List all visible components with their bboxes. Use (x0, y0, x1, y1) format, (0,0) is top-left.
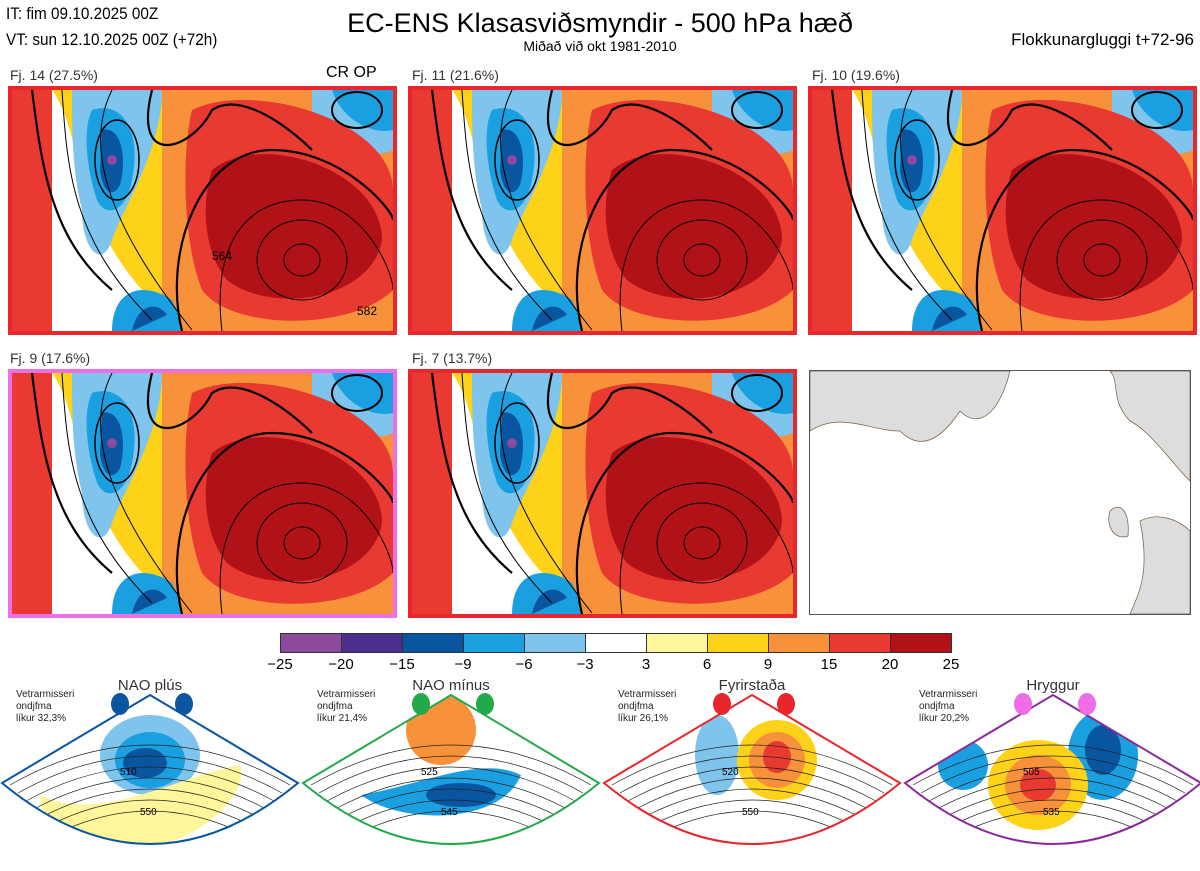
colorbar-tick: 20 (881, 656, 899, 673)
regime-marker-icon (175, 693, 193, 715)
colorbar-tick: −25 (267, 656, 293, 673)
panel-label: Fj. 14 (27.5%) (10, 67, 98, 83)
initial-time: IT: fim 09.10.2025 00Z (6, 4, 159, 23)
contour-label: 560 (1063, 847, 1080, 858)
colorbar-bin (281, 634, 342, 652)
colorbar-bin (525, 634, 586, 652)
colorbar-tick: 25 (942, 656, 960, 673)
probability-label: líkur 26,1% (618, 713, 669, 724)
contour-label: 505 (1023, 767, 1040, 778)
months-label: ondjfma (618, 701, 654, 712)
colorbar-bin (403, 634, 464, 652)
contour-label: 510 (120, 767, 137, 778)
contour-label: 565 (461, 847, 478, 858)
anomaly-colorbar (280, 633, 952, 653)
classification-window: Flokkunargluggi t+72-96 (1011, 30, 1194, 49)
regime-marker-icon (777, 693, 795, 715)
regime-4: 505 535 560 Hryggur Vetrarmisseri ondjfma lí… (903, 675, 1200, 871)
valid-time: VT: sun 12.10.2025 00Z (+72h) (6, 30, 218, 49)
colorbar-tick: 6 (702, 656, 712, 673)
cluster-map-11 (408, 86, 797, 335)
regime-marker-icon (476, 693, 494, 715)
panel-label: Fj. 9 (17.6%) (10, 350, 91, 366)
probability-label: líkur 32,3% (16, 713, 67, 724)
base-map (809, 370, 1191, 615)
colorbar-tick: −3 (576, 656, 594, 673)
cluster-map-14: 546564582 (8, 86, 397, 335)
probability-label: líkur 21,4% (317, 713, 368, 724)
regime-note: Vetrarmisseri ondjfma líkur 20,2% (919, 689, 977, 725)
colorbar-tick: 15 (820, 656, 838, 673)
contour-label: 564 (212, 249, 232, 263)
regime-marker-icon (1014, 693, 1032, 715)
regime-title: NAO mínus (412, 677, 490, 694)
contour-label: 545 (441, 807, 458, 818)
colorbar-bin (830, 634, 891, 652)
regime-3: 520 550 560 Fyrirstaða Vetrarmisseri ondjfm… (602, 675, 902, 871)
contour-label: 582 (357, 304, 377, 318)
months-label: ondjfma (317, 701, 353, 712)
season-label: Vetrarmisseri (618, 689, 677, 700)
panel-label: Fj. 7 (13.7%) (412, 350, 493, 366)
months-label: ondjfma (16, 701, 52, 712)
regime-1: 510 550 NAO plús Vetrarmisseri ondjfma líku… (0, 675, 300, 871)
page-subtitle: Miðað við okt 1981-2010 (523, 38, 677, 54)
colorbar-bin (586, 634, 647, 652)
colorbar-tick: −15 (389, 656, 415, 673)
colorbar-tick: −6 (515, 656, 533, 673)
colorbar-bin (891, 634, 951, 652)
colorbar-bin (342, 634, 403, 652)
regime-2: 525 545 565 NAO mínus Vetrarmisseri ondjfma… (301, 675, 601, 871)
probability-label: líkur 20,2% (919, 713, 970, 724)
regime-note: Vetrarmisseri ondjfma líkur 21,4% (317, 689, 375, 725)
cluster-map-10 (808, 86, 1197, 335)
page-title: EC-ENS Klasasviðsmyndir - 500 hPa hæð (347, 8, 853, 38)
regime-title: NAO plús (117, 677, 183, 694)
regime-title: Hryggur (1026, 677, 1080, 694)
regime-marker-icon (111, 693, 129, 715)
regime-marker-icon (713, 693, 731, 715)
colorbar-bin (769, 634, 830, 652)
colorbar-bin (647, 634, 708, 652)
panel-tag: CR OP (326, 64, 377, 81)
regime-note: Vetrarmisseri ondjfma líkur 26,1% (618, 689, 676, 725)
months-label: ondjfma (919, 701, 955, 712)
contour-label: 520 (722, 767, 739, 778)
contour-label: 525 (421, 767, 438, 778)
colorbar-tick: 9 (763, 656, 773, 673)
colorbar-bin (464, 634, 525, 652)
panel-label: Fj. 11 (21.6%) (412, 67, 499, 83)
season-label: Vetrarmisseri (919, 689, 978, 700)
colorbar-tick: 3 (641, 656, 651, 673)
contour-label: 550 (742, 807, 759, 818)
colorbar-bin (708, 634, 769, 652)
regime-marker-icon (412, 693, 430, 715)
panel-label: Fj. 10 (19.6%) (812, 67, 900, 83)
season-label: Vetrarmisseri (16, 689, 75, 700)
cluster-map-7 (408, 369, 797, 618)
contour-label: 535 (1043, 807, 1060, 818)
regime-marker-icon (1078, 693, 1096, 715)
regime-title: Fyrirstaða (718, 677, 786, 694)
colorbar-tick: −9 (454, 656, 472, 673)
contour-label: 550 (140, 807, 157, 818)
colorbar-tick: −20 (328, 656, 354, 673)
season-label: Vetrarmisseri (317, 689, 376, 700)
cluster-map-9 (8, 369, 397, 618)
contour-label: 560 (762, 847, 779, 858)
regime-note: Vetrarmisseri ondjfma líkur 32,3% (16, 689, 74, 725)
